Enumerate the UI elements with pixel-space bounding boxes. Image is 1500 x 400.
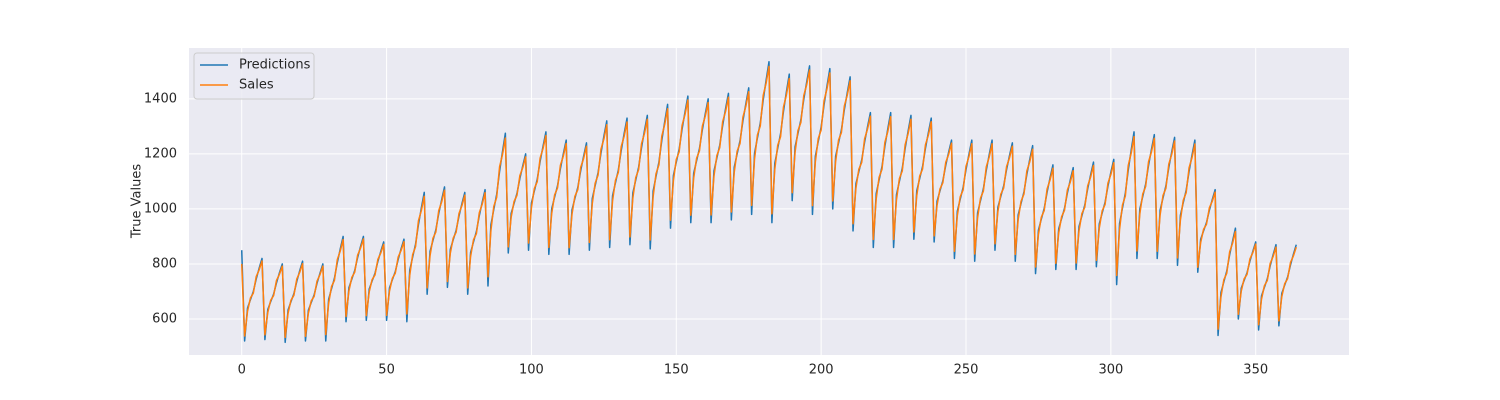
y-tick-label: 800 [152,256,177,271]
x-tick-label: 200 [809,363,834,378]
x-tick-label: 0 [238,363,246,378]
y-tick-label: 1200 [144,146,177,161]
x-tick-label: 50 [378,363,395,378]
x-tick-label: 150 [664,363,689,378]
x-tick-label: 350 [1243,363,1268,378]
y-tick-label: 1400 [144,91,177,106]
legend-label: Sales [239,78,274,93]
y-axis-label: True Values [130,164,145,239]
x-tick-label: 100 [519,363,544,378]
series-line [240,65,1297,339]
legend-label: Predictions [239,58,311,73]
legend: Predictions Sales [193,52,315,100]
x-tick-label: 300 [1098,363,1123,378]
y-tick-label: 600 [152,311,177,326]
x-tick-label: 250 [954,363,979,378]
y-tick-label: 1000 [144,201,177,216]
